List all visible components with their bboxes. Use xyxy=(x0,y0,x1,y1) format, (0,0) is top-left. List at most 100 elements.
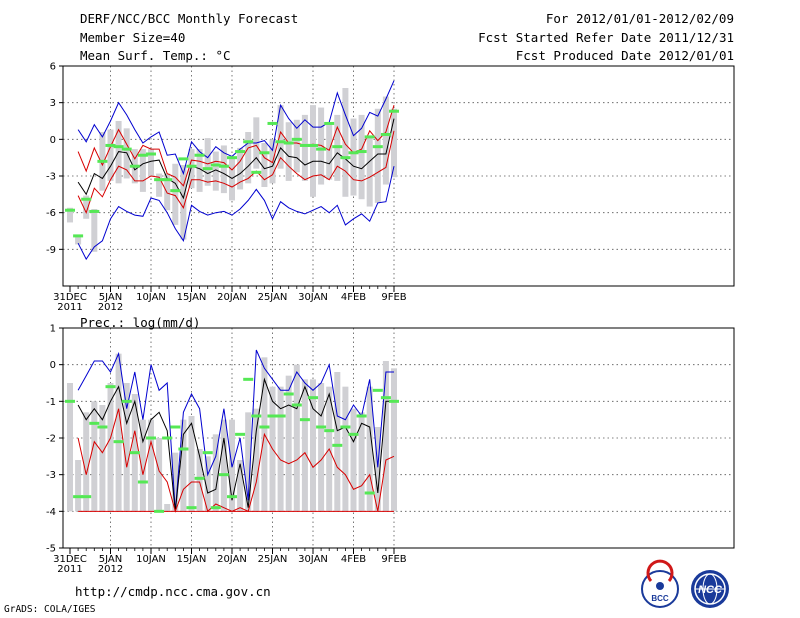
prec-median-marker xyxy=(105,385,116,389)
temp-median-marker xyxy=(275,140,286,144)
prec-spread-box xyxy=(107,383,114,512)
temp-median-marker xyxy=(186,164,197,168)
prec-median-marker xyxy=(332,443,343,447)
prec-ytick-label: 0 xyxy=(50,360,56,371)
temp-spread-box xyxy=(83,195,90,219)
prec-xtick-label: 9FEB xyxy=(381,554,406,565)
temp-median-marker xyxy=(324,121,335,125)
temp-ytick-label: -3 xyxy=(46,172,56,183)
temp-spread-box xyxy=(229,157,235,201)
prec-median-marker xyxy=(202,451,213,455)
prec-median-marker xyxy=(81,495,92,499)
prec-median-marker xyxy=(137,480,148,484)
prec-spread-box xyxy=(172,452,179,512)
temp-xtick-label: 5JAN xyxy=(99,292,122,303)
ncc-logo: NCC xyxy=(691,570,729,608)
prec-median-marker xyxy=(97,425,108,429)
temp-spread-box xyxy=(196,149,203,192)
prec-median-marker xyxy=(380,396,391,400)
temp-xtick-label: 25JAN xyxy=(258,292,288,303)
temp-median-marker xyxy=(259,151,270,155)
prec-median-marker xyxy=(218,473,229,477)
prec-ytick-label: -5 xyxy=(46,544,56,555)
fcst-started-date: Fcst Started Refer Date 2011/12/31 xyxy=(478,30,734,45)
temp-series-upper xyxy=(77,104,395,187)
prec-median-marker xyxy=(113,440,124,444)
prec-spread-box xyxy=(139,419,146,512)
prec-median-marker xyxy=(259,425,270,429)
prec-spread-box xyxy=(91,401,98,512)
prec-spread-box xyxy=(75,460,82,512)
temp-spread-box xyxy=(148,149,154,176)
temp-xtick-label: 9FEB xyxy=(381,292,406,303)
temp-median-marker xyxy=(332,145,343,149)
temp-spread-box xyxy=(180,165,187,240)
prec-spread-box xyxy=(237,460,244,512)
temp-median-marker xyxy=(218,164,229,168)
temp-median-marker xyxy=(65,208,75,212)
temp-frame xyxy=(62,65,735,287)
prec-spread-box xyxy=(220,419,227,512)
prec-median-marker xyxy=(348,432,359,436)
temp-median-marker xyxy=(380,132,391,136)
forecast-period: For 2012/01/01-2012/02/09 xyxy=(545,11,734,26)
temp-median-marker xyxy=(251,170,262,174)
prec-median-marker xyxy=(73,495,84,499)
prec-median-marker xyxy=(235,432,246,436)
temp-median-marker xyxy=(137,153,148,157)
prec-xtick-label: 15JAN xyxy=(177,554,207,565)
temp-median-marker xyxy=(243,140,254,144)
temp-spread-box xyxy=(358,114,365,200)
prec-median-marker xyxy=(194,476,205,480)
prec-spread-box xyxy=(188,416,195,512)
chart-title: DERF/NCC/BCC Monthly Forecast xyxy=(80,11,299,26)
temp-median-marker xyxy=(348,151,359,155)
bcc-logo-text: BCC xyxy=(651,594,669,603)
temp-median-marker xyxy=(81,197,92,201)
bcc-logo: BCC xyxy=(641,559,679,608)
prec-xtick-label: 5JAN xyxy=(99,554,122,565)
temp-median-marker xyxy=(267,121,278,125)
temp-ytick-label: -9 xyxy=(46,245,56,256)
prec-xtick-year: 2012 xyxy=(98,564,123,575)
prec-series-lower xyxy=(77,408,395,513)
prec-spread-box xyxy=(334,372,341,512)
prec-ytick-label: -1 xyxy=(46,397,56,408)
temp-median-marker xyxy=(372,145,383,149)
prec-median-marker xyxy=(291,403,302,407)
prec-series-mean xyxy=(77,377,394,512)
temp-xtick-label: 20JAN xyxy=(217,292,247,303)
temp-spread-box xyxy=(366,136,373,207)
temp-spread-box xyxy=(350,118,357,196)
prec-xtick-label: 10JAN xyxy=(136,554,166,565)
prec-spread-box xyxy=(196,449,203,512)
prec-ytick-label: -3 xyxy=(46,470,56,481)
prec-median-marker xyxy=(251,414,262,418)
temp-spread-box xyxy=(277,105,284,169)
prec-median-marker xyxy=(275,414,286,418)
temp-xtick-label: 4FEB xyxy=(341,292,366,303)
temp-spread-box xyxy=(293,119,300,173)
temp-median-marker xyxy=(356,150,367,154)
prec-xtick-label: 20JAN xyxy=(217,554,247,565)
temp-median-marker xyxy=(170,189,181,193)
prec-spread-box xyxy=(382,361,389,512)
temp-spread-box xyxy=(391,108,397,178)
prec-spread-box xyxy=(212,434,219,512)
temp-median-marker xyxy=(316,147,327,151)
temp-median-marker xyxy=(340,156,351,160)
precip-panel-title: Prec.: log(mm/d) xyxy=(80,315,201,330)
prec-median-marker xyxy=(308,396,318,400)
temp-spread-box xyxy=(245,132,252,184)
prec-xtick-label: 4FEB xyxy=(341,554,366,565)
temp-spread-box xyxy=(91,209,98,252)
website-link[interactable]: http://cmdp.ncc.cma.gov.cn xyxy=(75,584,271,599)
temp-xtick-label: 30JAN xyxy=(298,292,328,303)
prec-spread-box xyxy=(293,364,300,512)
temp-series-lower xyxy=(77,130,395,215)
prec-median-marker xyxy=(146,436,156,440)
prec-median-marker xyxy=(227,495,237,499)
temp-xtick-year: 2012 xyxy=(98,302,123,313)
temp-spread-box xyxy=(75,234,82,245)
